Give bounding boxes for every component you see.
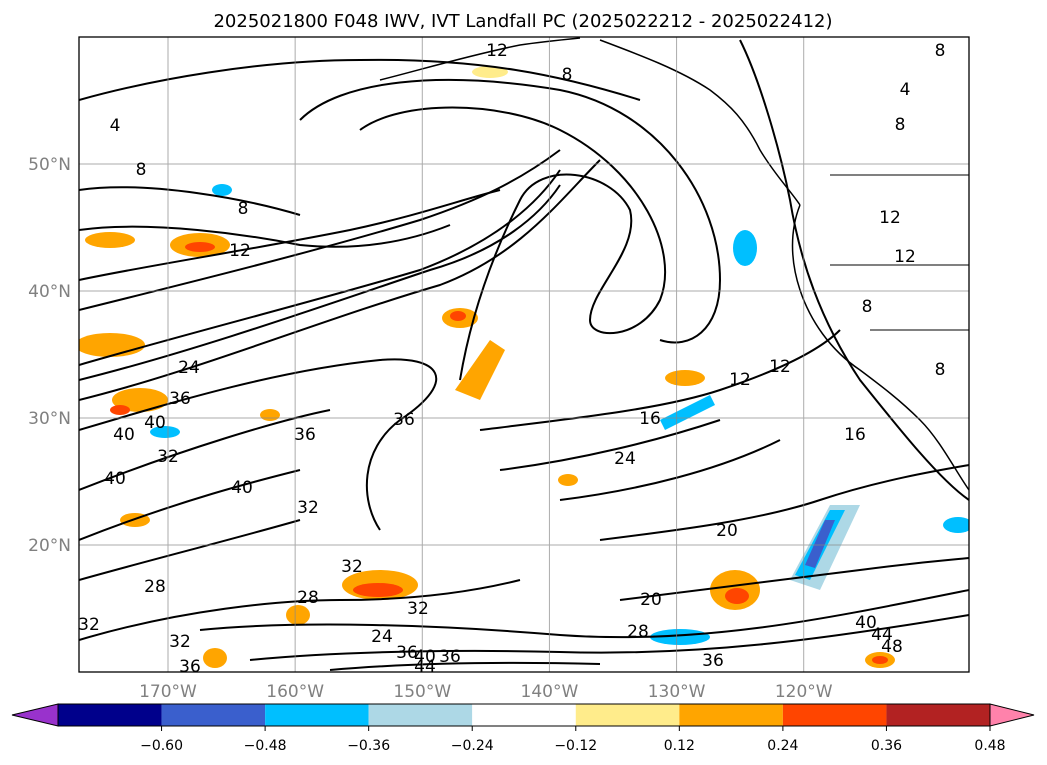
contour-label: 20 xyxy=(716,521,738,541)
contour-label: 44 xyxy=(871,625,893,645)
colorbar-segment xyxy=(161,704,266,726)
contour-label: 8 xyxy=(562,65,573,85)
lon-tick-label: 170°W xyxy=(139,682,197,702)
contour-label: 16 xyxy=(639,409,661,429)
coastlines xyxy=(379,37,969,491)
contour-label: 12 xyxy=(486,41,508,61)
map-frame xyxy=(78,36,970,673)
colorbar-tick-label: 0.36 xyxy=(871,738,902,754)
contour-label: 40 xyxy=(144,413,166,433)
colorbar-segment xyxy=(368,704,473,726)
contour-label: 12 xyxy=(769,357,791,377)
contour-label: 24 xyxy=(371,627,393,647)
contour-label: 36 xyxy=(179,657,201,677)
colorbar-tick-label: −0.24 xyxy=(451,738,494,754)
lat-tick-label: 20°N xyxy=(28,536,71,556)
colorbar-frame xyxy=(57,703,991,727)
contour-label: 32 xyxy=(169,632,191,652)
contour-label: 16 xyxy=(844,425,866,445)
colorbar-tick-label: −0.12 xyxy=(554,738,597,754)
lon-tick-labels: 170°W 160°W 150°W 140°W 130°W 120°W xyxy=(139,682,833,702)
contour-label: 36 xyxy=(702,651,724,671)
contour-label: 36 xyxy=(169,389,191,409)
contour-label: 4 xyxy=(900,80,911,100)
lat-tick-label: 40°N xyxy=(28,282,71,302)
contour-label: 28 xyxy=(627,622,649,642)
map-title: 2025021800 F048 IWV, IVT Landfall PC (20… xyxy=(213,11,832,32)
colorbar-tick-label: −0.36 xyxy=(347,738,390,754)
colorbar-segment xyxy=(782,704,887,726)
contour-label: 32 xyxy=(157,447,179,467)
contour-label: 40 xyxy=(104,469,126,489)
lat-tick-labels: 50°N 40°N 30°N 20°N xyxy=(28,155,71,556)
contour-label: 32 xyxy=(341,557,363,577)
lon-tick-label: 160°W xyxy=(266,682,324,702)
colorbar-tick-label: −0.48 xyxy=(244,738,287,754)
contour-label: 36 xyxy=(439,647,461,667)
contour-label: 8 xyxy=(935,360,946,380)
shaded-anomalies xyxy=(79,66,969,668)
contour-label: 4 xyxy=(110,116,121,136)
colorbar-segment xyxy=(679,704,783,726)
lon-tick-label: 140°W xyxy=(521,682,579,702)
lat-tick-label: 30°N xyxy=(28,409,71,429)
contour-label: 12 xyxy=(229,241,251,261)
contour-label: 8 xyxy=(136,160,147,180)
colorbar-segment xyxy=(575,704,680,726)
contour-label: 40 xyxy=(113,425,135,445)
contour-label: 12 xyxy=(729,370,751,390)
iwv-contours xyxy=(79,39,969,671)
contour-label: 24 xyxy=(178,358,200,378)
lat-tick-label: 50°N xyxy=(28,155,71,175)
contour-label: 24 xyxy=(614,449,636,469)
graticule xyxy=(79,37,969,672)
colorbar-tick-label: 0.48 xyxy=(974,738,1005,754)
contour-label: 8 xyxy=(895,115,906,135)
colorbar-segment xyxy=(472,704,576,726)
colorbar: −0.60 −0.48 −0.36 −0.24 −0.12 0.12 0.24 0.36 0.4… xyxy=(11,703,1035,754)
colorbar-segment xyxy=(58,704,162,726)
contour-label: 12 xyxy=(894,247,916,267)
colorbar-tick-label: 0.24 xyxy=(767,738,798,754)
contour-label: 40 xyxy=(414,647,436,667)
contour-label: 32 xyxy=(407,599,429,619)
contour-label: 40 xyxy=(855,613,877,633)
contour-label: 32 xyxy=(78,615,100,635)
contour-label: 40 xyxy=(231,478,253,498)
contour-label: 36 xyxy=(294,425,316,445)
contour-label: 8 xyxy=(935,41,946,61)
contour-label: 12 xyxy=(879,208,901,228)
colorbar-segment xyxy=(886,704,990,726)
lon-tick-label: 130°W xyxy=(648,682,706,702)
contour-label: 20 xyxy=(640,590,662,610)
colorbar-tick-label: −0.60 xyxy=(140,738,183,754)
lon-tick-label: 150°W xyxy=(393,682,451,702)
colorbar-segment xyxy=(265,704,369,726)
contour-labels: 12 8 8 4 8 8 8 12 12 24 36 40 40 36 32 3… xyxy=(78,41,945,677)
contour-label: 36 xyxy=(393,410,415,430)
lon-tick-label: 120°W xyxy=(775,682,833,702)
contour-label: 28 xyxy=(144,577,166,597)
contour-label: 48 xyxy=(881,637,903,657)
contour-label: 32 xyxy=(297,498,319,518)
contour-label: 8 xyxy=(862,297,873,317)
contour-label: 8 xyxy=(238,199,249,219)
contour-label: 36 xyxy=(396,643,418,663)
contour-label: 44 xyxy=(414,657,436,677)
contour-label: 28 xyxy=(297,588,319,608)
colorbar-tick-label: 0.12 xyxy=(664,738,695,754)
map-panel: 12 8 8 4 8 8 8 12 12 24 36 40 40 36 32 3… xyxy=(28,36,970,702)
